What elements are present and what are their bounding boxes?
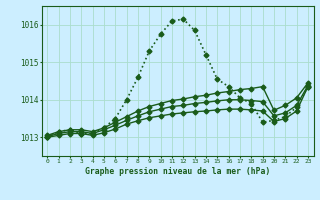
X-axis label: Graphe pression niveau de la mer (hPa): Graphe pression niveau de la mer (hPa) (85, 167, 270, 176)
